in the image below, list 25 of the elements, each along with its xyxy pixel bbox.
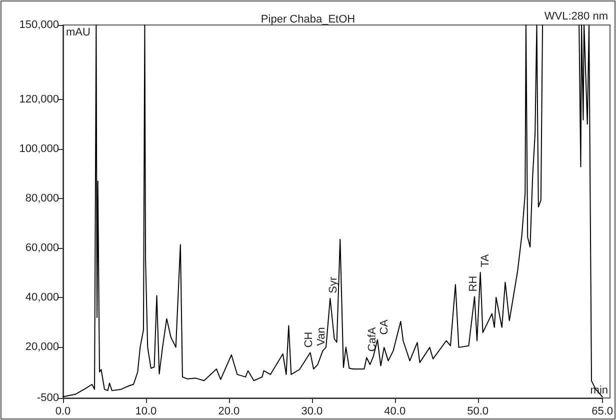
x-tick-label: 30.0: [301, 406, 323, 418]
x-tick-label: 40.0: [384, 406, 406, 418]
annotation: CafA: [366, 326, 378, 352]
y-tick-label: 60,000: [25, 242, 59, 254]
y-tick-label: 20,000: [25, 341, 59, 354]
y-tick-label: 120,000: [19, 93, 59, 106]
x-tick-label: 65.0: [592, 406, 614, 418]
annotation: mAU: [66, 26, 90, 38]
y-tick-label: 150,000: [19, 19, 59, 31]
y-tick-label: -500: [36, 392, 59, 404]
y-tick-label: 40,000: [25, 292, 59, 304]
y-tick-label: 100,000: [19, 142, 59, 155]
annotation: Syr: [328, 276, 340, 294]
x-tick-label: 20.0: [218, 406, 240, 418]
y-tick-label: 80,000: [25, 192, 59, 204]
annotation: CH: [303, 332, 316, 348]
x-tick-label: 50.0: [467, 406, 489, 418]
chart-title: Piper Chaba_EtOH: [260, 14, 356, 26]
x-tick-label: 0.0: [55, 406, 71, 418]
annotation: CA: [378, 318, 390, 335]
annotation: RH: [468, 276, 480, 292]
annotation: Van: [316, 327, 328, 346]
text: WVL:280 nm: [544, 10, 608, 22]
annotation: TA: [480, 253, 492, 268]
x-tick-label: 10.0: [135, 406, 157, 418]
